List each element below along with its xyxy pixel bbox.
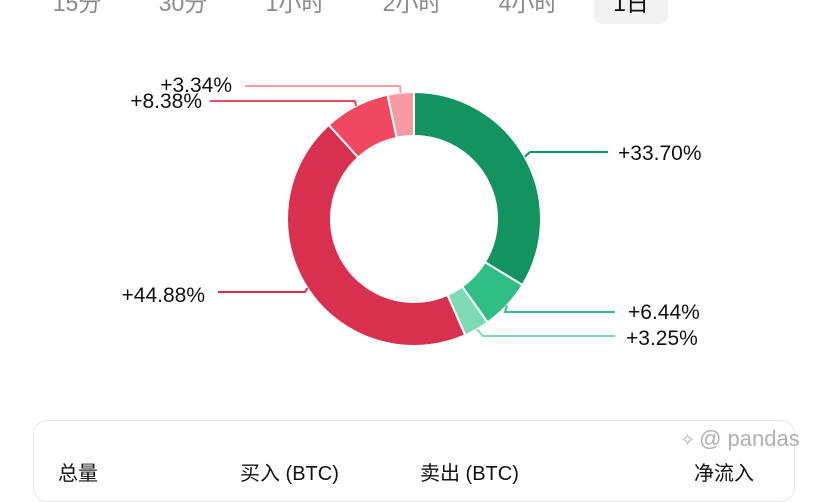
slice-label: +6.44% — [628, 301, 700, 324]
slice-leader-line — [476, 328, 615, 337]
col-net-inflow: 净流入 — [694, 463, 754, 485]
flow-donut-chart: +33.70% +6.44% +3.25% +44.88% +8.38%+3.34% — [122, 74, 702, 350]
col-sell: 卖出 (BTC) — [420, 463, 519, 485]
slice-leader-line — [524, 151, 608, 158]
slice-leader-line — [245, 85, 402, 93]
pandas-logo-icon: ✧ — [680, 430, 696, 450]
donut-slice — [386, 90, 415, 140]
tab-15m[interactable]: 15分 — [52, 0, 102, 16]
watermark-text: @ pandas — [699, 426, 800, 451]
watermark: ✧ @ pandas — [680, 426, 800, 452]
col-total: 总量 — [58, 463, 98, 485]
slice-label: +33.70% — [618, 142, 702, 165]
col-buy: 买入 (BTC) — [240, 463, 339, 485]
slice-label: +8.38% — [130, 90, 202, 113]
slice-leader-line — [210, 100, 358, 107]
slice-label: +3.34% — [160, 74, 232, 97]
slice-leader-line — [503, 305, 615, 313]
tab-2h[interactable]: 2小时 — [382, 0, 442, 16]
slice-leader-line — [218, 287, 309, 293]
donut-slice — [286, 123, 467, 347]
donut-slice — [413, 90, 542, 287]
tab-1d[interactable]: 1日 — [594, 0, 668, 24]
slice-label: +44.88% — [122, 284, 206, 307]
timeframe-tabs: 15分 30分 1小时 2小时 4小时 1日 — [0, 0, 828, 24]
slice-label: +3.25% — [626, 327, 698, 350]
tab-30m[interactable]: 30分 — [158, 0, 208, 16]
tab-4h[interactable]: 4小时 — [498, 0, 558, 16]
tab-1h[interactable]: 1小时 — [265, 0, 325, 16]
